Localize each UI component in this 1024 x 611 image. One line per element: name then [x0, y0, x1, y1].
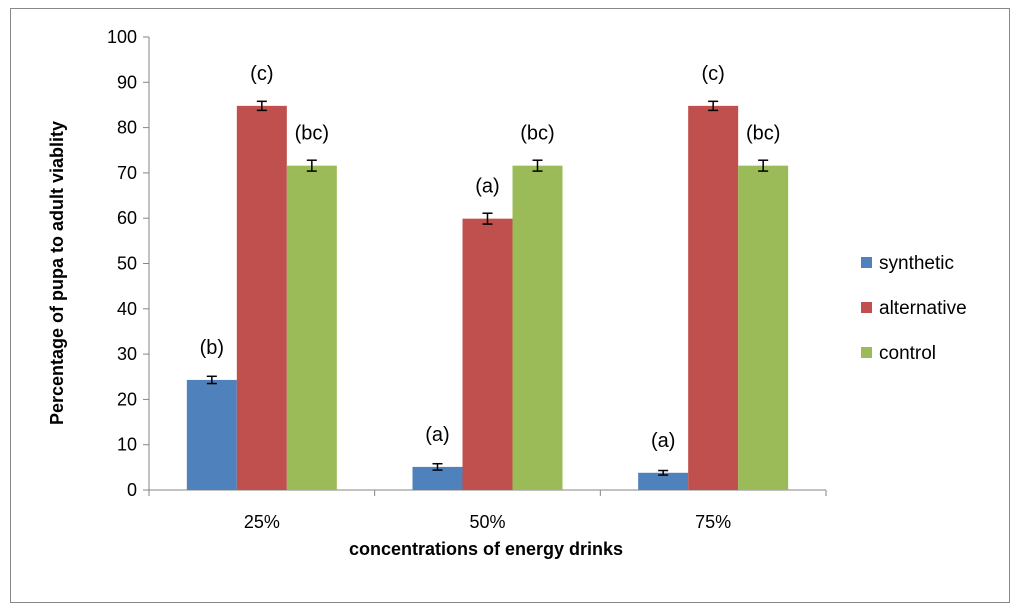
y-tick-label: 90 — [117, 72, 137, 92]
x-tick-label: 50% — [469, 512, 505, 532]
legend: synthetic alternative control — [861, 253, 967, 364]
significance-label: (c) — [250, 63, 273, 85]
bar-alternative-2 — [688, 105, 739, 490]
bar-chart: 0 10 20 30 40 50 60 70 80 90 100 25% 50% 75% (b) (a) (a… — [47, 27, 967, 559]
x-tick-label: 75% — [695, 512, 731, 532]
bar-control-2 — [738, 165, 789, 491]
y-tick-label: 80 — [117, 118, 137, 138]
significance-label: (bc) — [520, 123, 554, 145]
legend-label-control: control — [879, 343, 936, 364]
significance-label: (bc) — [295, 123, 329, 145]
significance-label: (a) — [475, 176, 499, 198]
significance-label: (bc) — [746, 123, 780, 145]
significance-label: (b) — [200, 337, 224, 359]
bar-control-0 — [286, 165, 337, 491]
y-tick-label: 20 — [117, 389, 137, 409]
y-tick-label: 10 — [117, 435, 137, 455]
axes: 0 10 20 30 40 50 60 70 80 90 100 25% 50% 75% — [107, 27, 827, 532]
y-tick-label: 40 — [117, 299, 137, 319]
data-labels: (b) (a) (a) (c) (a) (c) (bc) (bc) (bc) — [200, 63, 781, 452]
bar-synthetic-2 — [638, 472, 689, 490]
significance-label: (a) — [651, 430, 675, 452]
legend-swatch-synthetic — [861, 257, 872, 268]
y-tick-label: 100 — [107, 27, 137, 47]
y-tick-label: 60 — [117, 208, 137, 228]
bar-alternative-0 — [236, 105, 287, 490]
y-tick-label: 30 — [117, 344, 137, 364]
x-axis-title: concentrations of energy drinks — [349, 539, 623, 559]
y-tick-label: 50 — [117, 254, 137, 274]
legend-label-alternative: alternative — [879, 298, 967, 319]
significance-label: (c) — [702, 63, 725, 85]
y-axis-title: Percentage of pupa to adult viablity — [47, 121, 67, 425]
bars — [186, 100, 789, 491]
legend-swatch-control — [861, 347, 872, 358]
significance-label: (a) — [425, 424, 449, 446]
y-tick-label: 70 — [117, 163, 137, 183]
bar-synthetic-1 — [412, 466, 463, 490]
chart-frame: 0 10 20 30 40 50 60 70 80 90 100 25% 50% 75% (b) (a) (a… — [10, 8, 1010, 603]
legend-label-synthetic: synthetic — [879, 253, 954, 274]
x-tick-label: 25% — [244, 512, 280, 532]
bar-synthetic-0 — [186, 379, 237, 490]
bar-control-1 — [512, 165, 563, 491]
legend-swatch-alternative — [861, 302, 872, 313]
y-tick-label: 0 — [127, 480, 137, 500]
bar-alternative-1 — [462, 218, 513, 490]
